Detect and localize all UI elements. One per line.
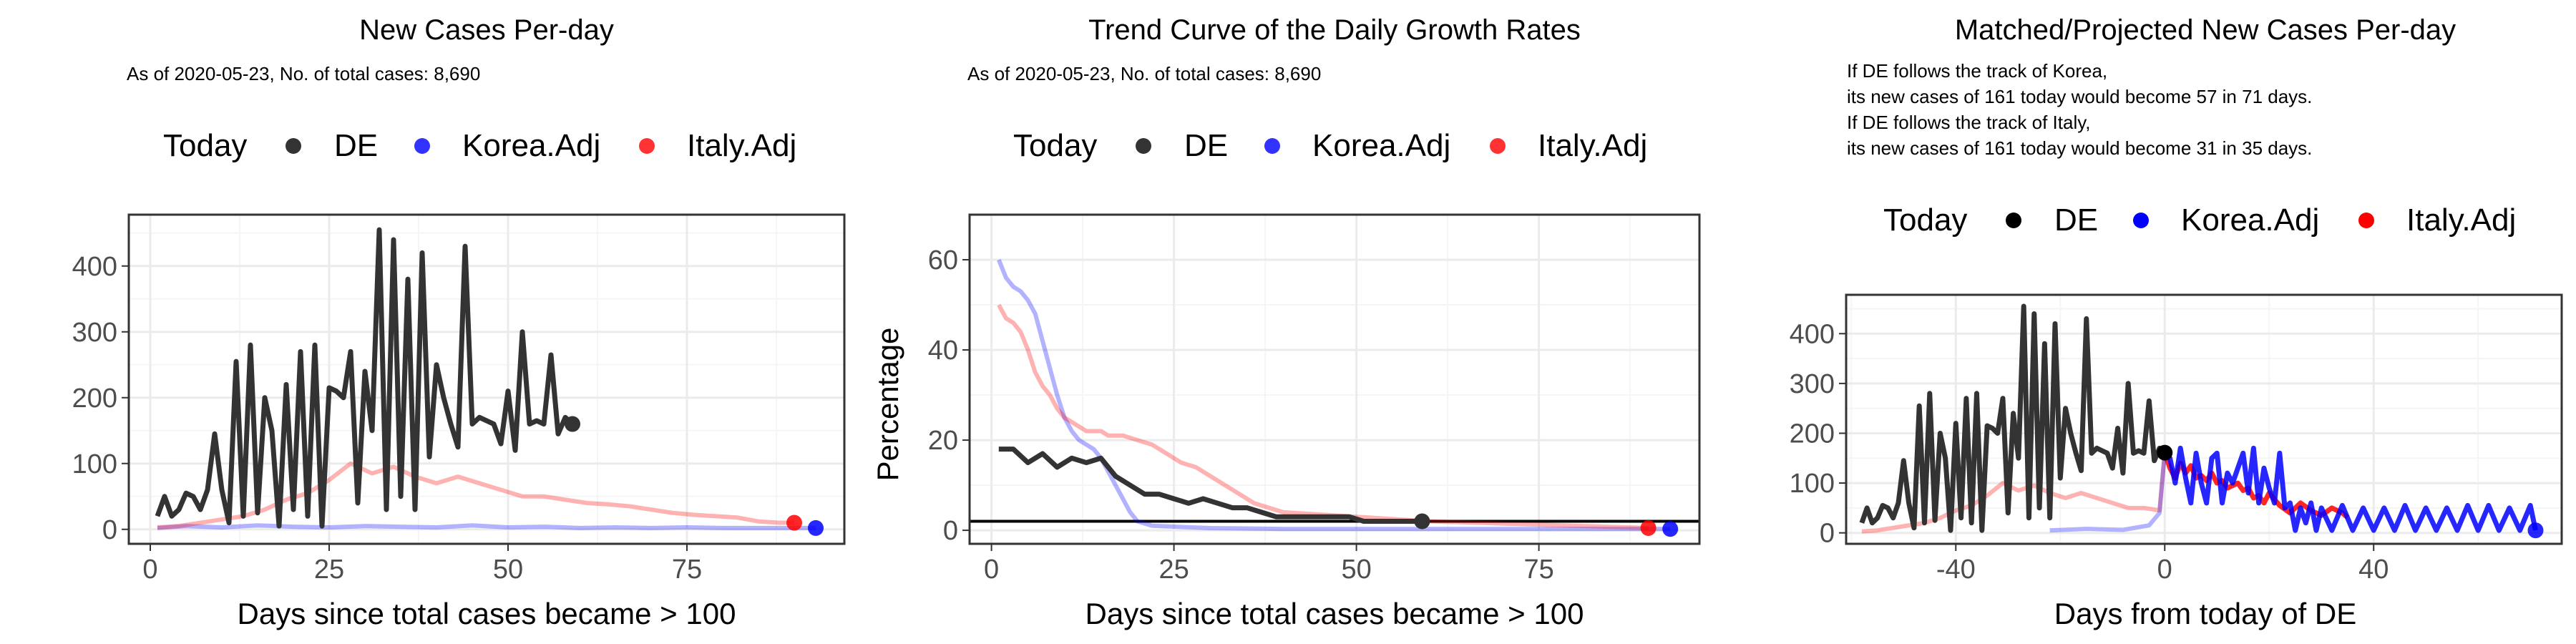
today-point-korea — [1662, 521, 1679, 537]
today-point-italy — [1640, 519, 1657, 536]
series-line-italy-projection — [2162, 452, 2350, 519]
x-tick-label: 25 — [314, 555, 344, 585]
y-tick-label: 100 — [72, 449, 117, 479]
legend-swatch-korea — [2133, 213, 2149, 228]
x-tick-label: 0 — [984, 555, 999, 585]
y-tick-label: 20 — [928, 426, 958, 456]
x-tick-label: 25 — [1158, 555, 1189, 585]
today-point-de — [1414, 513, 1430, 530]
today-point-de — [565, 416, 580, 432]
x-axis-label: Days from today of DE — [2054, 597, 2356, 630]
legend-label-de: DE — [334, 128, 378, 163]
legend-swatch-de — [2006, 213, 2021, 228]
x-axis-label: Days since total cases became > 100 — [238, 597, 736, 630]
legend: Today DE Korea.Adj Italy.Adj — [1013, 128, 1647, 163]
x-tick-label: 50 — [1341, 555, 1371, 585]
plot-background — [970, 215, 1699, 544]
chart-title: Trend Curve of the Daily Growth Rates — [1088, 14, 1581, 46]
legend-label-de: DE — [1184, 128, 1228, 163]
legend-swatch-korea — [414, 138, 430, 154]
legend-swatch-de — [1136, 138, 1151, 154]
y-tick-label: 400 — [72, 252, 117, 282]
series-line-de — [155, 227, 575, 529]
chart-subtitle-line: If DE follows the track of Korea, — [1847, 60, 2107, 82]
y-tick-label: 0 — [1820, 519, 1835, 549]
legend-label-italy: Italy.Adj — [1538, 128, 1647, 163]
legend-swatch-de — [286, 138, 301, 154]
legend-label-korea: Korea.Adj — [462, 128, 600, 163]
x-tick-label: 50 — [493, 555, 523, 585]
panel-new-cases: New Cases Per-day As of 2020-05-23, No. … — [72, 14, 846, 630]
legend-label-korea: Korea.Adj — [1312, 128, 1450, 163]
plot-border — [1845, 293, 2563, 545]
x-tick-label: 75 — [1523, 555, 1553, 585]
legend-label-korea: Korea.Adj — [2181, 203, 2319, 238]
today-point-korea — [808, 519, 824, 536]
chart-title: New Cases Per-day — [359, 14, 614, 46]
x-tick-label: 40 — [2358, 555, 2389, 585]
legend-swatch-italy — [639, 138, 655, 154]
panel-projected-cases: Matched/Projected New Cases Per-day If D… — [1790, 14, 2563, 630]
plot-area: 0 25 50 75 0 100 200 300 400 — [72, 213, 846, 585]
x-tick-label: 0 — [2157, 555, 2172, 585]
today-point-italy — [786, 514, 802, 531]
today-point-korea — [2527, 522, 2544, 539]
legend-label-italy: Italy.Adj — [2406, 203, 2516, 238]
series-line-korea-projection — [2162, 445, 2538, 533]
y-tick-label: 400 — [1790, 319, 1835, 349]
panel-growth-rates: Trend Curve of the Daily Growth Rates As… — [871, 14, 1701, 630]
chart-subtitle: As of 2020-05-23, No. of total cases: 8,… — [127, 63, 480, 84]
y-tick-label: 0 — [943, 516, 958, 546]
legend-swatch-italy — [1490, 138, 1506, 154]
y-tick-label: 200 — [1790, 419, 1835, 449]
legend-title: Today — [1013, 128, 1097, 163]
y-tick-label: 60 — [928, 245, 958, 275]
y-tick-label: 100 — [1790, 469, 1835, 499]
legend-label-de: DE — [2054, 203, 2098, 238]
legend-title: Today — [163, 128, 247, 163]
series-line-korea-history — [2049, 452, 2167, 533]
chart-subtitle-line: its new cases of 161 today would become … — [1847, 137, 2312, 159]
x-tick-label: 75 — [672, 555, 702, 585]
y-tick-label: 40 — [928, 336, 958, 366]
series-line-de — [998, 447, 1423, 524]
x-axis-label: Days since total cases became > 100 — [1085, 597, 1584, 630]
today-point-de — [2157, 444, 2173, 461]
x-tick-label: 0 — [142, 555, 157, 585]
legend-swatch-korea — [1264, 138, 1280, 154]
chart-title: Matched/Projected New Cases Per-day — [1955, 14, 2456, 46]
chart-subtitle: As of 2020-05-23, No. of total cases: 8,… — [967, 63, 1321, 84]
legend-swatch-italy — [2358, 213, 2374, 228]
y-tick-label: 300 — [1790, 369, 1835, 399]
legend: Today DE Korea.Adj Italy.Adj — [1883, 203, 2516, 238]
series-line-italy — [157, 461, 794, 530]
y-axis-label: Percentage — [871, 328, 904, 482]
legend: Today DE Korea.Adj Italy.Adj — [163, 128, 796, 163]
chart-subtitle-line: its new cases of 161 today would become … — [1847, 86, 2312, 107]
series-line-de — [1859, 303, 2167, 533]
y-tick-label: 300 — [72, 318, 117, 348]
plot-area: 0 25 50 75 0 20 40 60 — [928, 213, 1701, 585]
x-tick-label: -40 — [1936, 555, 1976, 585]
plot-border — [968, 213, 1701, 545]
y-tick-label: 200 — [72, 384, 117, 414]
series-line-korea — [157, 523, 816, 530]
chart-subtitle-line: If DE follows the track of Italy, — [1847, 112, 2091, 133]
plot-border — [127, 213, 846, 545]
legend-label-italy: Italy.Adj — [687, 128, 796, 163]
y-tick-label: 0 — [102, 515, 117, 545]
legend-title: Today — [1883, 203, 1967, 238]
